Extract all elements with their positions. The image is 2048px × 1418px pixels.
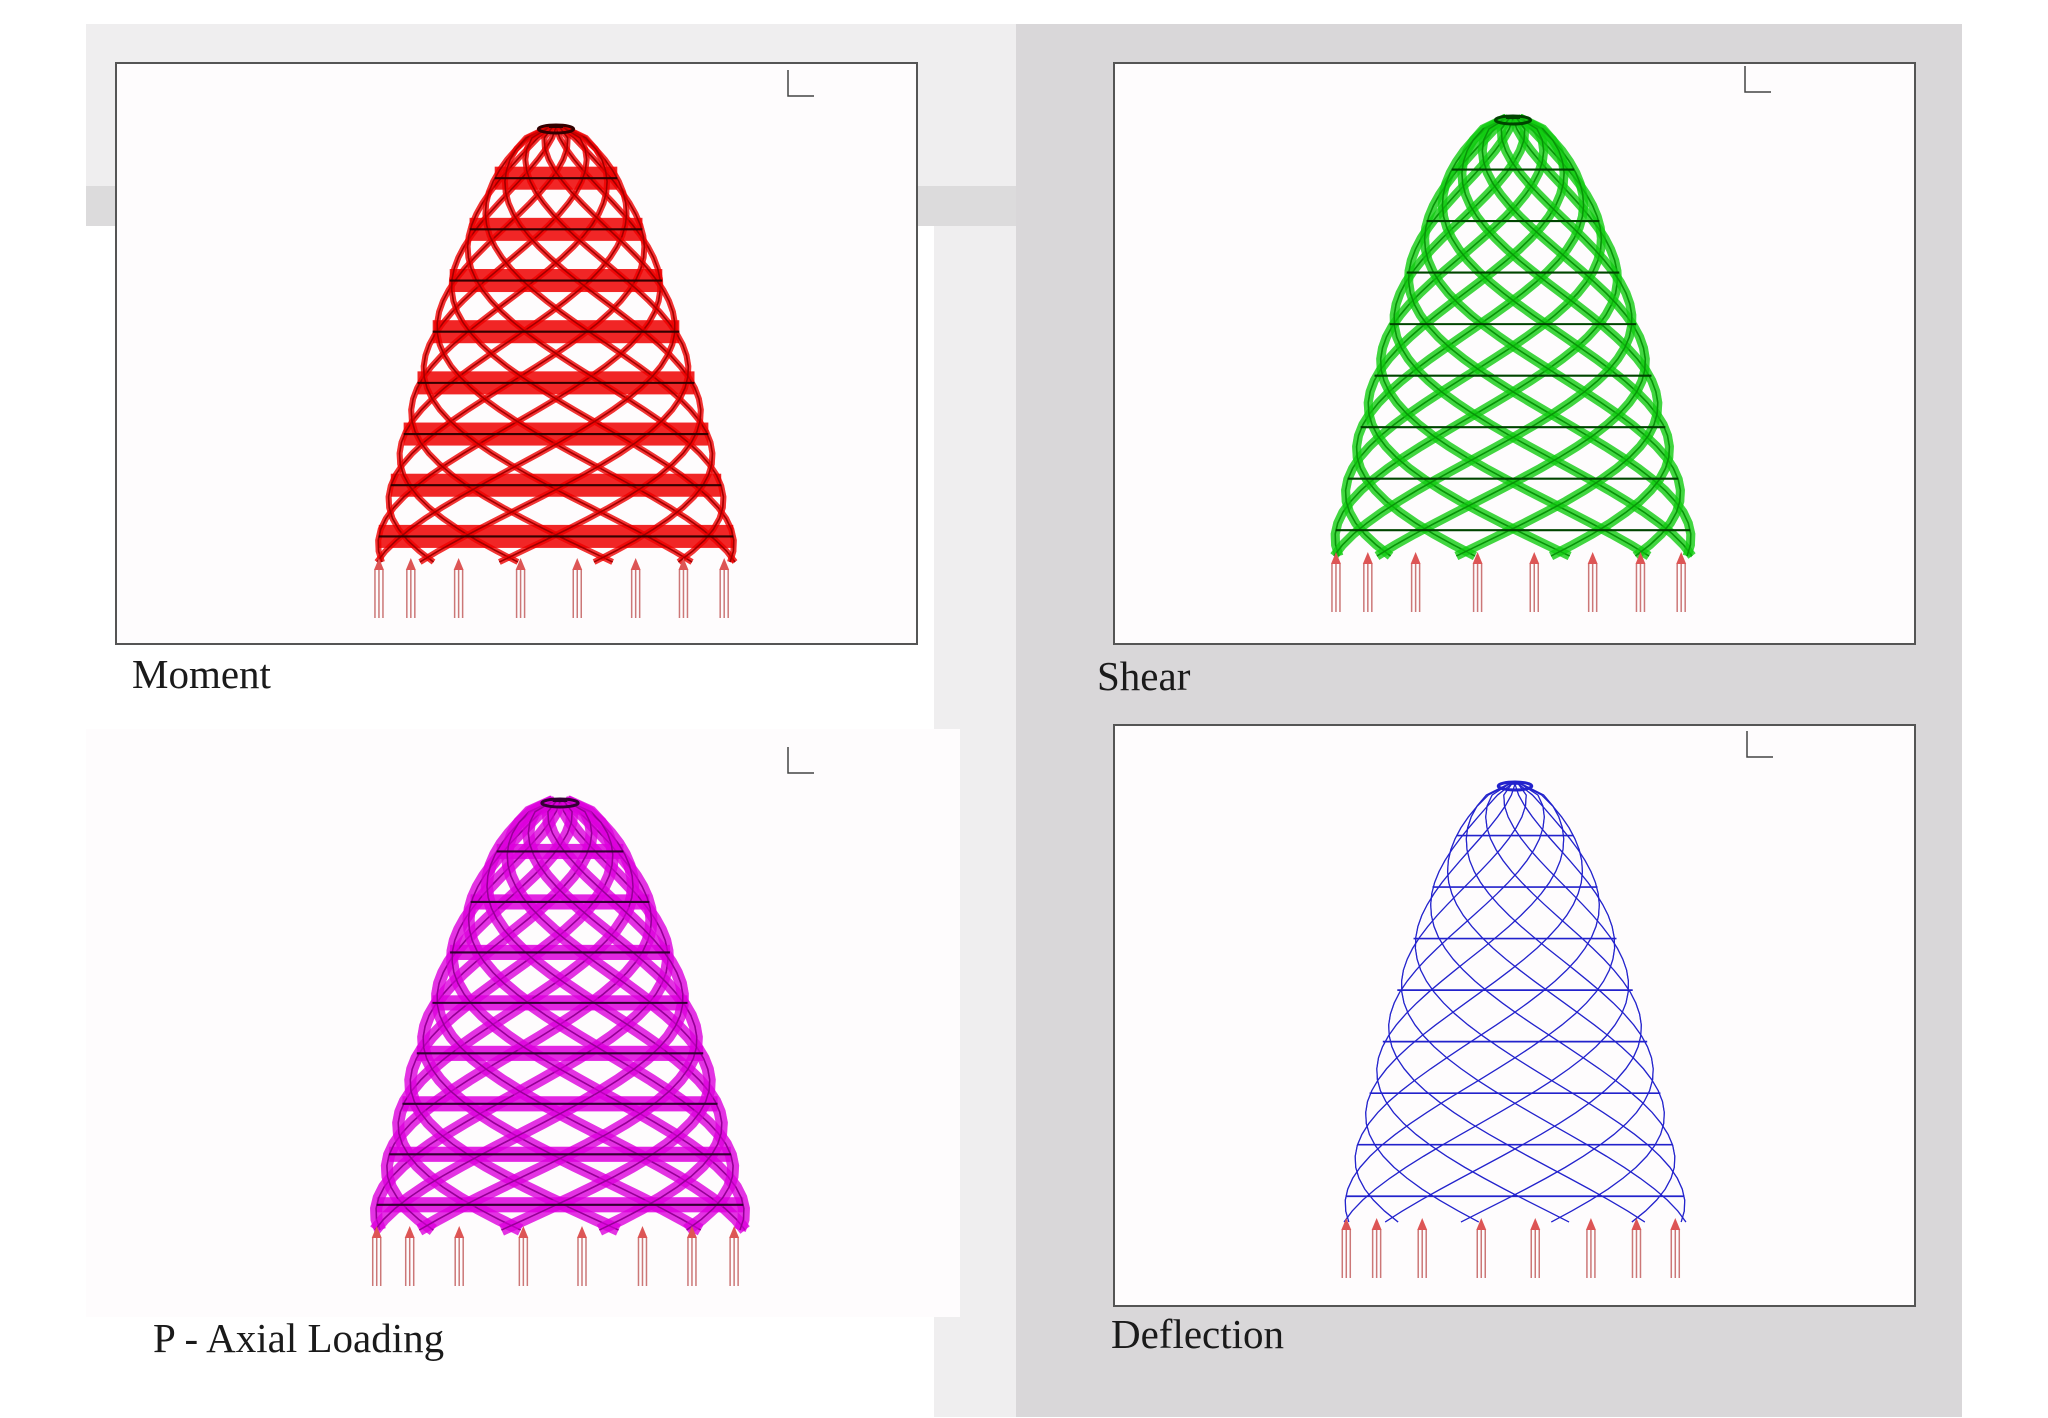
force-diagram [374, 125, 678, 564]
force-diagram [416, 795, 703, 1236]
support-arrow [1631, 1218, 1642, 1230]
support-arrow [1410, 552, 1421, 564]
panel-frame [1113, 724, 1916, 1307]
support-arrow [1341, 1218, 1352, 1230]
support-arrow [1371, 1218, 1382, 1230]
axis-icon [1746, 731, 1773, 758]
force-diagram [1374, 114, 1650, 560]
panel-caption: P - Axial Loading [153, 1315, 444, 1361]
support-arrow [719, 558, 730, 570]
support-arrow [1676, 552, 1687, 564]
dome [373, 70, 814, 618]
support-arrow [453, 558, 464, 570]
axis-icon [787, 70, 814, 97]
force-diagram [498, 124, 704, 565]
panel-caption: Moment [132, 651, 272, 697]
panel-frame [1113, 62, 1916, 645]
dome-drawings [370, 66, 1773, 1286]
support-arrow [1587, 552, 1598, 564]
dome [370, 747, 814, 1286]
support-arrow [729, 1226, 740, 1238]
support-arrow [1529, 552, 1540, 564]
diagrid-member [1446, 783, 1665, 1223]
force-diagram [396, 124, 630, 565]
support-arrow [518, 1226, 529, 1238]
support-arrow [1635, 552, 1646, 564]
support-arrow [1362, 552, 1373, 564]
diagrid-member [1365, 783, 1584, 1223]
support-arrow [1417, 1218, 1428, 1230]
force-diagram [1352, 113, 1589, 560]
axis-icon [787, 747, 814, 774]
support-arrow [1670, 1218, 1681, 1230]
force-diagram [1437, 113, 1674, 560]
diagrid-member [1354, 783, 1600, 1223]
diagrid-member [1460, 783, 1654, 1223]
support-arrow [637, 1226, 648, 1238]
panel-caption: Shear [1097, 653, 1191, 699]
support-arrow [686, 1226, 697, 1238]
crown [536, 123, 576, 135]
dome [1341, 731, 1773, 1278]
diagrid-member [1430, 783, 1676, 1223]
support-arrow [630, 558, 641, 570]
axis-icon [1744, 66, 1771, 93]
support-arrow [1472, 552, 1483, 564]
support-arrow [454, 1226, 465, 1238]
support-arrow [1585, 1218, 1596, 1230]
support-arrow [1476, 1218, 1487, 1230]
crown [1496, 780, 1534, 792]
support-arrow [404, 1226, 415, 1238]
force-diagram [392, 795, 640, 1236]
force-diagram [370, 797, 689, 1234]
crown [1493, 114, 1533, 126]
support-arrow [1330, 552, 1341, 564]
force-diagram [1330, 115, 1637, 559]
force-diagram [418, 124, 692, 565]
diagrid-member [1343, 783, 1630, 1223]
force-diagram [1454, 113, 1663, 561]
force-diagram [480, 795, 728, 1236]
crown [540, 797, 580, 809]
support-arrow [678, 558, 689, 570]
support-arrow [576, 1226, 587, 1238]
dome [1330, 66, 1771, 612]
diagrid-member [1384, 783, 1642, 1223]
support-arrow [405, 558, 416, 570]
support-arrow [1530, 1218, 1541, 1230]
panel-caption: Deflection [1111, 1311, 1284, 1357]
force-diagram [482, 124, 716, 565]
support-arrow [515, 558, 526, 570]
force-diagram [499, 795, 716, 1236]
support-arrow [371, 1226, 382, 1238]
support-arrow [373, 558, 384, 570]
support-arrow [572, 558, 583, 570]
